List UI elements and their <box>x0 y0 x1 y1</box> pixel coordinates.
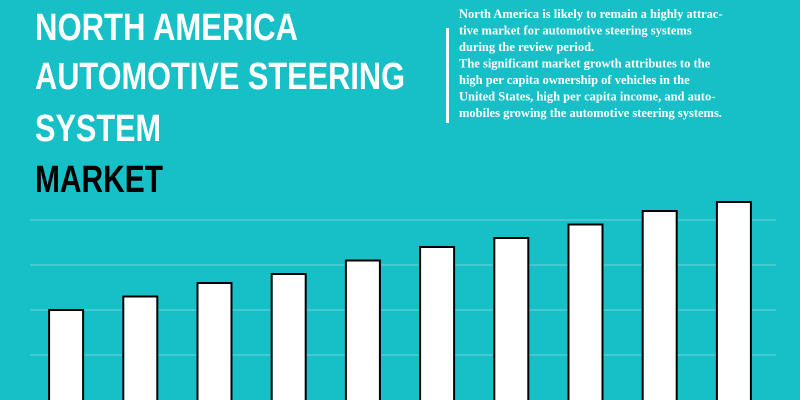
bar <box>48 309 85 400</box>
description-line: United States, high per capita income, a… <box>459 89 715 103</box>
bar <box>567 223 604 400</box>
bar <box>122 295 159 400</box>
bar <box>270 273 307 400</box>
description-line: North America is likely to remain a high… <box>459 7 723 21</box>
divider <box>446 28 449 123</box>
plot <box>30 201 776 400</box>
bar <box>344 259 381 400</box>
description: North America is likely to remain a high… <box>459 7 723 120</box>
bar <box>493 237 530 400</box>
title-line: NORTH AMERICA <box>35 7 298 49</box>
title-line: AUTOMOTIVE STEERING <box>35 56 405 98</box>
title-highlight: MARKET <box>35 159 163 201</box>
description-line: tive market for automotive steering syst… <box>459 23 692 37</box>
description-line: high per capita ownership of vehicles in… <box>459 73 690 87</box>
bar <box>641 210 678 400</box>
description-line: mobiles growing the automotive steering … <box>459 106 722 120</box>
description-line: The significant market growth attributes… <box>459 56 711 70</box>
description-line: during the review period. <box>459 40 594 54</box>
bar <box>419 246 456 400</box>
bar <box>715 201 752 400</box>
title-line: SYSTEM <box>35 108 161 150</box>
bar <box>196 282 233 400</box>
